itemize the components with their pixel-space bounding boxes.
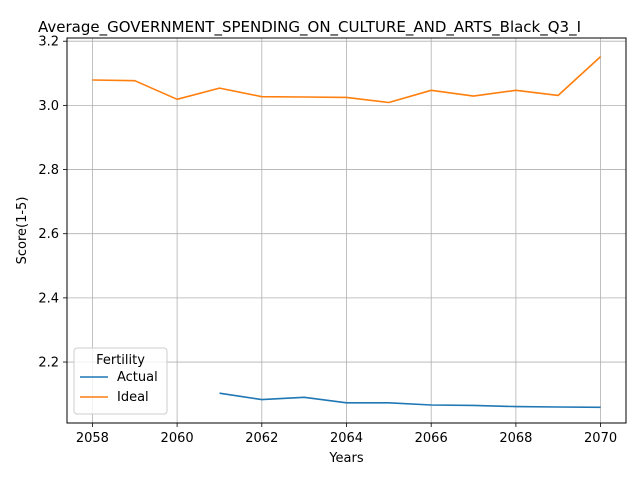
series-line-actual	[219, 392, 601, 409]
x-tick-label: 2068	[499, 431, 532, 446]
x-tick-label: 2064	[330, 431, 363, 446]
x-tick-label: 2060	[161, 431, 194, 446]
x-tick-label: 2066	[415, 431, 448, 446]
y-tick-label: 2.6	[38, 227, 59, 242]
y-tick-label: 2.4	[38, 291, 59, 306]
x-axis-label: Years	[328, 451, 364, 466]
x-tick-label: 2062	[245, 431, 278, 446]
chart-title: Average_GOVERNMENT_SPENDING_ON_CULTURE_A…	[38, 18, 581, 37]
y-axis-label: Score(1-5)	[15, 197, 30, 265]
x-tick-label: 2058	[76, 431, 109, 446]
legend-entry-ideal: Ideal	[117, 390, 149, 405]
x-axis: 2058 2060 2062 2064 2066 2068 2070	[76, 423, 617, 446]
series-layer	[92, 56, 602, 409]
x-tick-label: 2070	[584, 431, 617, 446]
legend: Fertility Actual Ideal	[73, 347, 168, 415]
y-tick-label: 2.2	[38, 356, 59, 371]
y-axis: 2.2 2.4 2.6 2.8 3.0 3.2	[38, 35, 67, 371]
y-tick-label: 2.8	[38, 163, 59, 178]
y-tick-label: 3.0	[38, 99, 59, 114]
y-tick-label: 3.2	[38, 35, 59, 50]
legend-entry-actual: Actual	[117, 370, 158, 385]
legend-title: Fertility	[96, 353, 145, 368]
series-line-ideal	[92, 56, 602, 104]
